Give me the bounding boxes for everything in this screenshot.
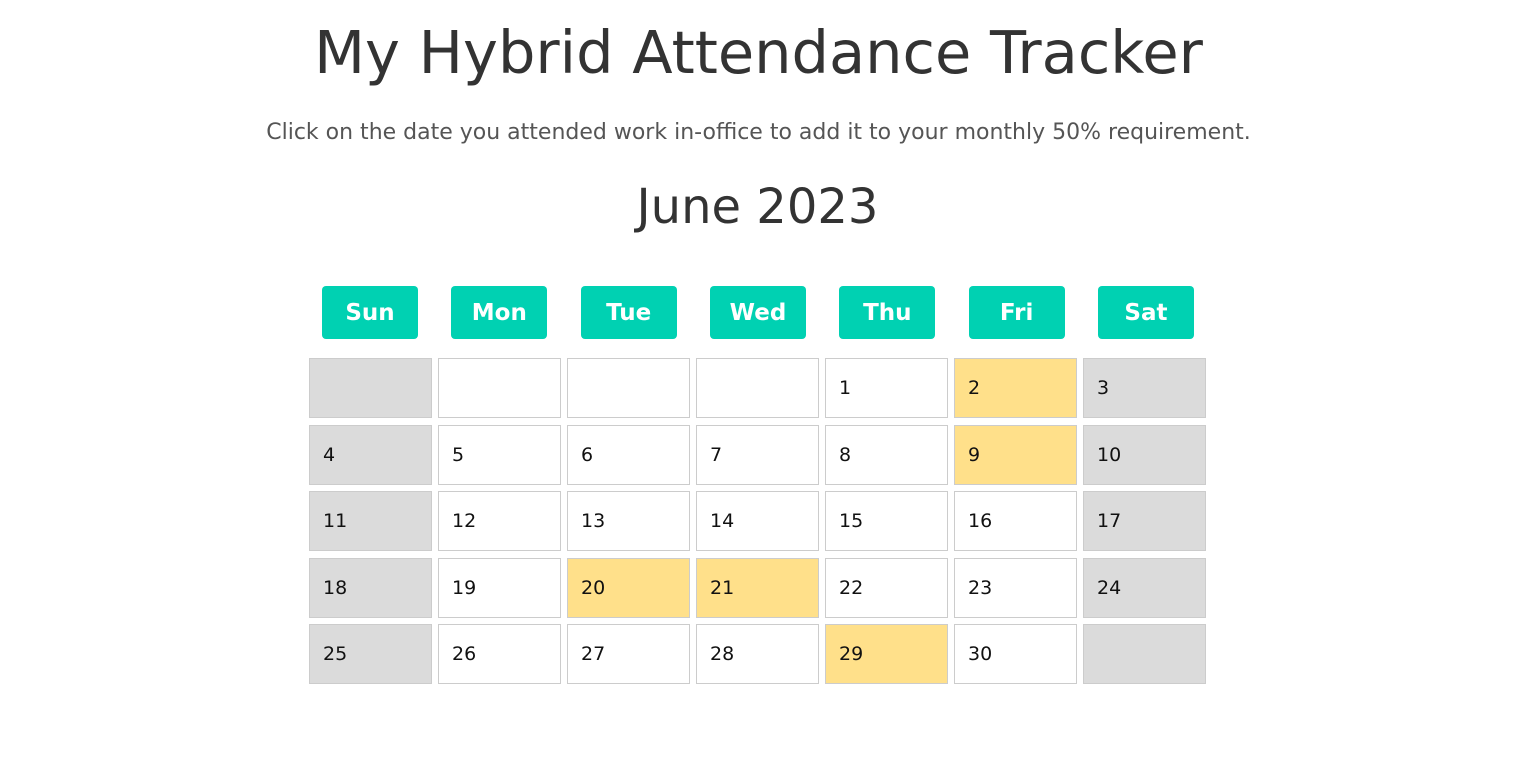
calendar-day-29[interactable]: 29: [825, 624, 948, 684]
weekday-fri: Fri: [968, 286, 1065, 339]
weekday-tue: Tue: [580, 286, 677, 339]
calendar-day-21[interactable]: 21: [696, 557, 819, 618]
calendar-day-12[interactable]: 12: [438, 491, 561, 551]
calendar-day-1[interactable]: 1: [825, 358, 948, 418]
calendar-day-4[interactable]: 4: [309, 424, 432, 485]
calendar-day-13[interactable]: 13: [567, 491, 690, 551]
calendar-day-7[interactable]: 7: [696, 424, 819, 485]
page-title: My Hybrid Attendance Tracker: [314, 18, 1203, 87]
calendar-day-3[interactable]: 3: [1083, 358, 1206, 418]
calendar-day-25[interactable]: 25: [309, 624, 432, 684]
calendar-day-empty: [438, 358, 561, 418]
calendar-day-20[interactable]: 20: [567, 557, 690, 618]
calendar-day-22[interactable]: 22: [825, 557, 948, 618]
calendar-day-15[interactable]: 15: [825, 491, 948, 551]
weekday-sat: Sat: [1097, 286, 1194, 339]
calendar-day-6[interactable]: 6: [567, 424, 690, 485]
calendar-day-18[interactable]: 18: [309, 557, 432, 618]
calendar-day-27[interactable]: 27: [567, 624, 690, 684]
calendar-day-2[interactable]: 2: [954, 358, 1077, 418]
calendar-day-8[interactable]: 8: [825, 424, 948, 485]
calendar-grid: 1 2 3 4 5 6 7 8 9 10 11 12 13 14 15 16 17 18 19 20 21 22 23 24 2…: [309, 358, 1206, 684]
calendar-day-24[interactable]: 24: [1083, 557, 1206, 618]
month-label: June 2023: [636, 179, 879, 235]
calendar-day-23[interactable]: 23: [954, 557, 1077, 618]
weekday-mon: Mon: [451, 286, 548, 339]
calendar-day-26[interactable]: 26: [438, 624, 561, 684]
weekday-header-row: Sun Mon Tue Wed Thu Fri Sat: [322, 286, 1194, 339]
weekday-sun: Sun: [322, 286, 418, 339]
calendar-day-10[interactable]: 10: [1083, 424, 1206, 485]
calendar-day-empty: [309, 358, 432, 418]
calendar-day-5[interactable]: 5: [438, 424, 561, 485]
calendar-day-28[interactable]: 28: [696, 624, 819, 684]
calendar-day-30[interactable]: 30: [954, 624, 1077, 684]
calendar-day-14[interactable]: 14: [696, 491, 819, 551]
calendar-day-16[interactable]: 16: [954, 491, 1077, 551]
calendar-day-empty: [696, 358, 819, 418]
page-instructions: Click on the date you attended work in-o…: [266, 120, 1251, 145]
calendar-day-17[interactable]: 17: [1083, 491, 1206, 551]
calendar-day-empty: [1083, 624, 1206, 684]
calendar-day-19[interactable]: 19: [438, 557, 561, 618]
calendar-day-9[interactable]: 9: [954, 424, 1077, 485]
calendar-day-empty: [567, 358, 690, 418]
calendar-day-11[interactable]: 11: [309, 491, 432, 551]
weekday-wed: Wed: [709, 286, 806, 339]
weekday-thu: Thu: [839, 286, 936, 339]
